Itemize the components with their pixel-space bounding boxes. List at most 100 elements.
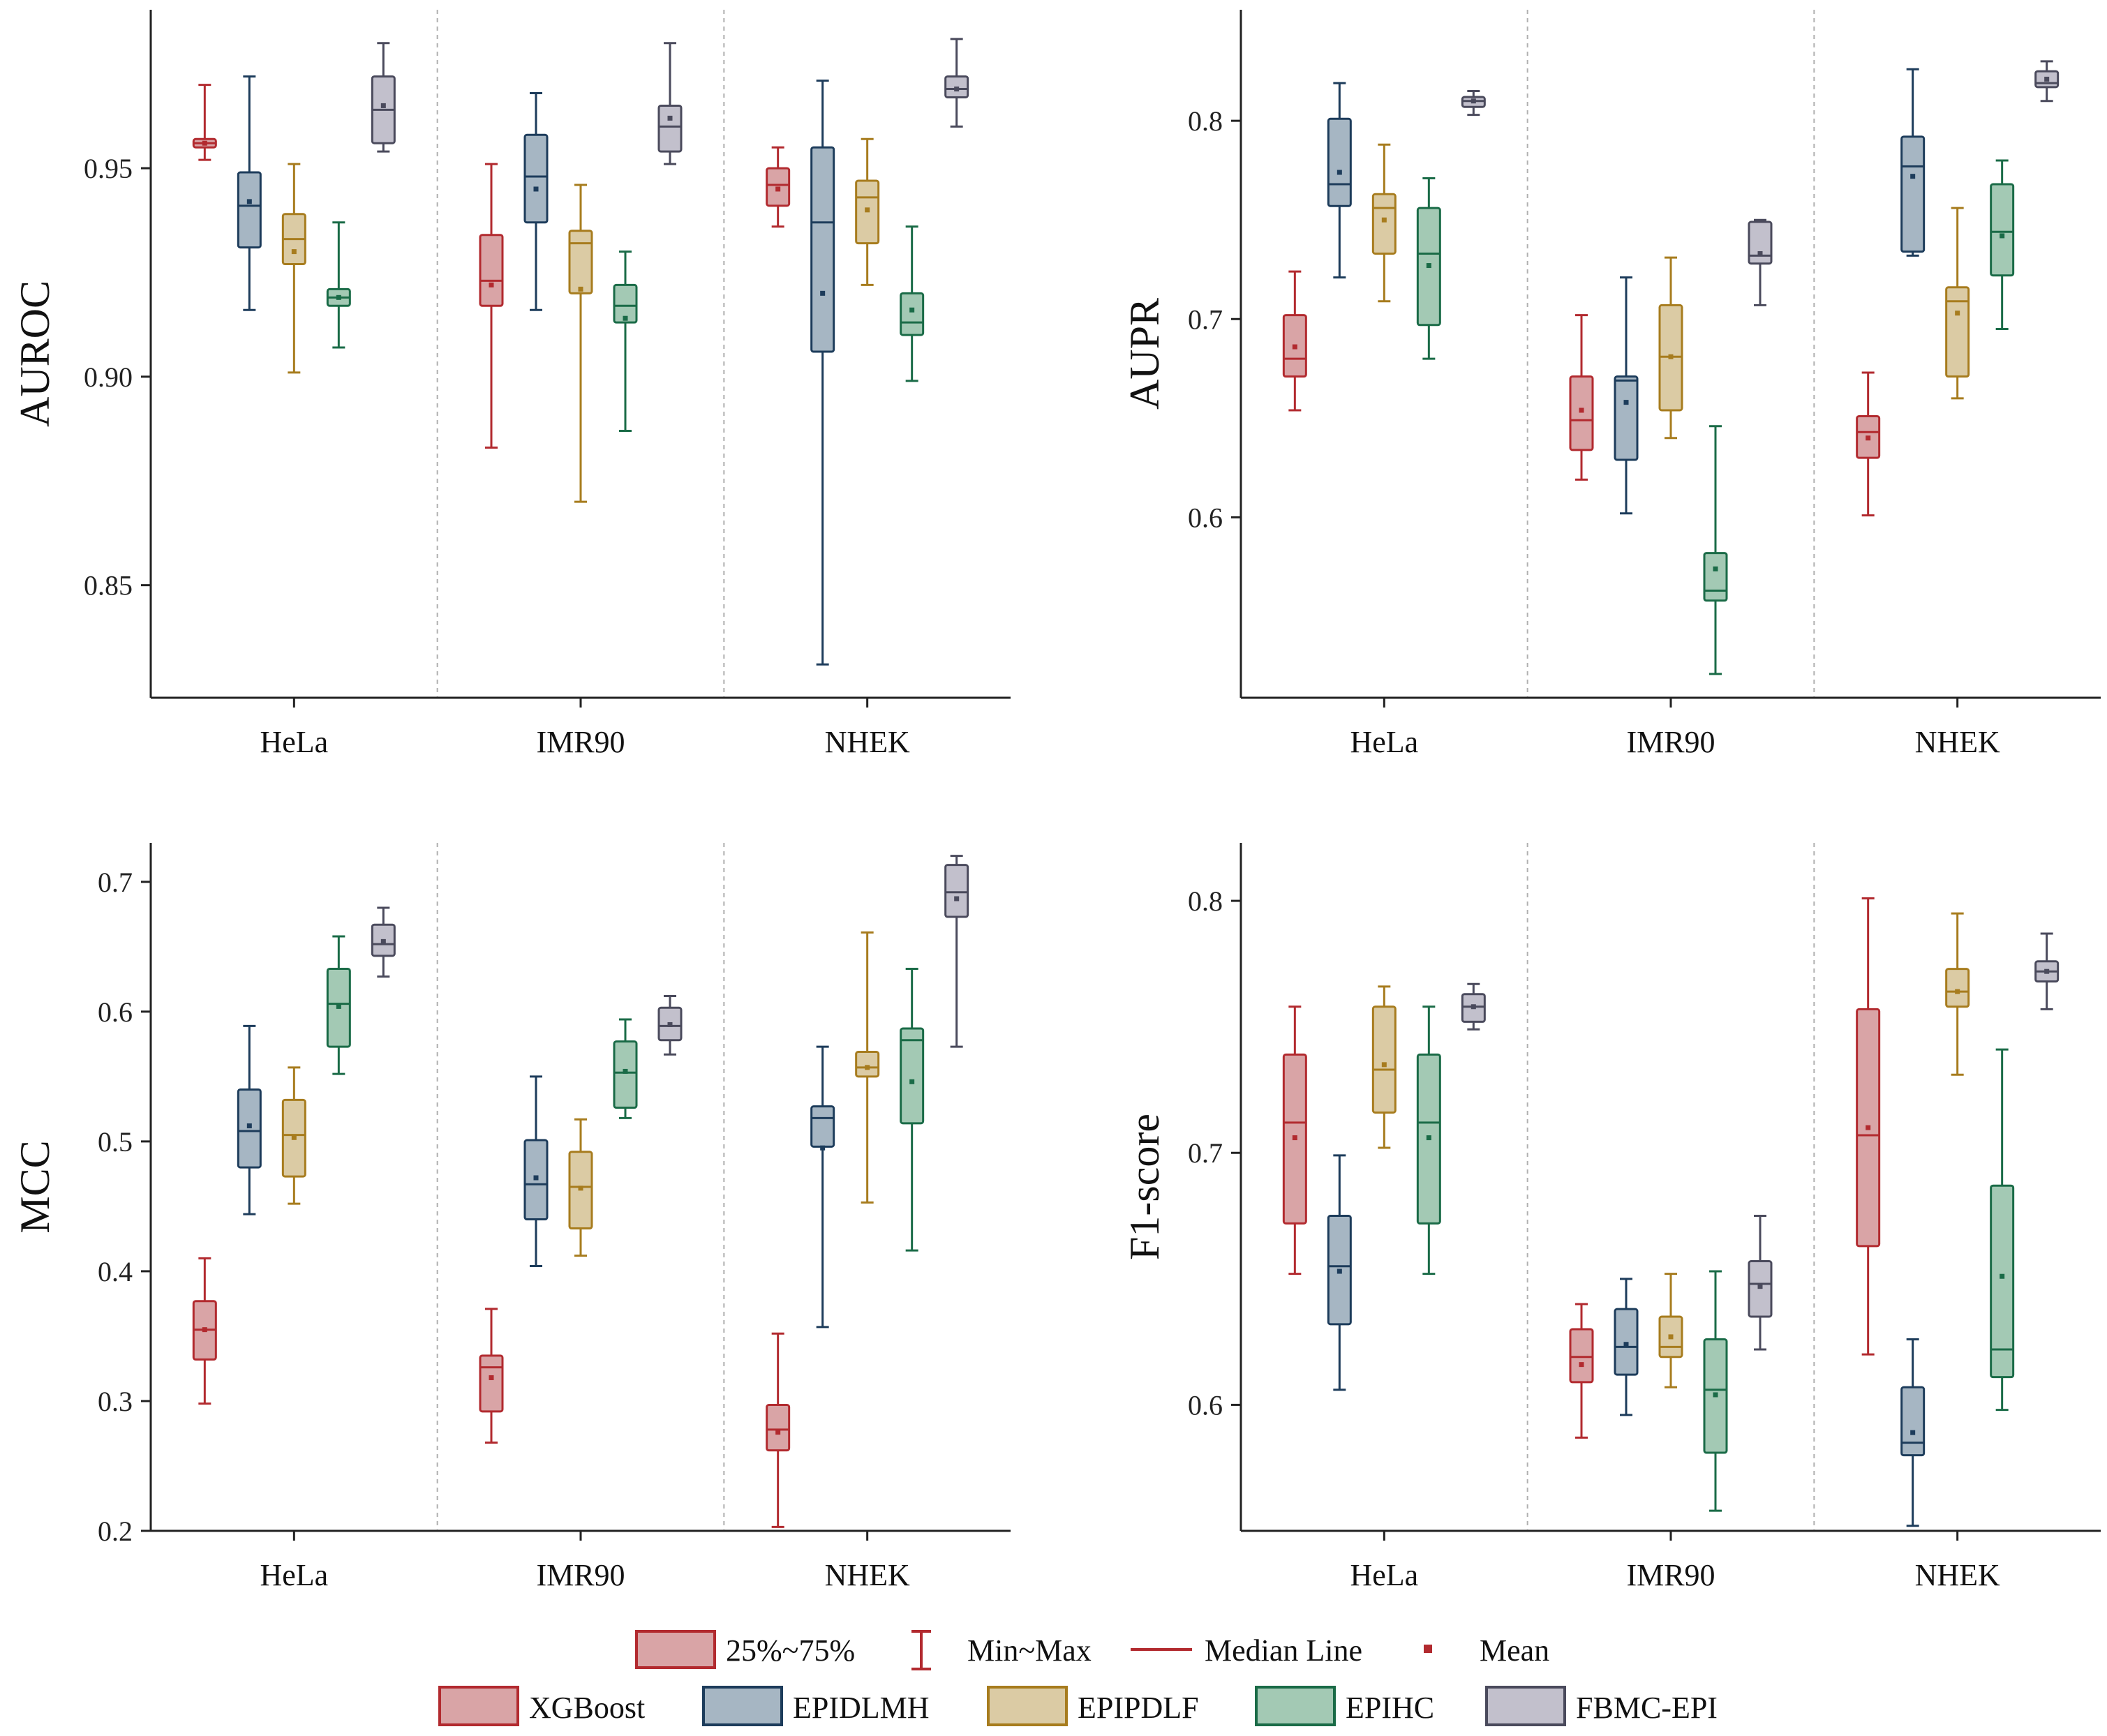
panel-auroc: 0.85 0.90 0.95 HeLa IMR90 NHEK AUROC (12, 10, 1011, 759)
mean-marker (1910, 1430, 1916, 1435)
iqr-box (1614, 1308, 1639, 1376)
mean-marker (2044, 76, 2050, 82)
y-tick-label: 0.6 (1188, 502, 1223, 533)
box-xgboost-imr90 (1569, 314, 1594, 481)
box-fbmc-epi-imr90 (1748, 218, 1773, 306)
x-category-label: NHEK (1915, 725, 2000, 759)
box-xgboost-imr90 (479, 163, 504, 449)
box-epipdlf-imr90 (1658, 256, 1683, 440)
box-fbmc-epi-hela (371, 42, 396, 153)
mean-marker (291, 1135, 297, 1140)
y-axis-title: AUPR (1122, 298, 1168, 410)
legend-mean-label: Mean (1480, 1633, 1549, 1668)
mean-marker (1713, 566, 1718, 571)
box-xgboost-hela (1282, 270, 1307, 412)
mean-marker (1471, 98, 1476, 104)
y-axis-title: MCC (12, 1140, 58, 1233)
iqr-box (944, 864, 969, 918)
box-epidlmh-imr90 (1614, 1278, 1639, 1416)
box-epidlmh-nhek (810, 80, 835, 666)
y-tick-label: 0.7 (1188, 304, 1223, 335)
box-epihc-hela (326, 221, 351, 349)
box-epipdlf-imr90 (568, 184, 593, 503)
mean-marker (1757, 1284, 1763, 1289)
legend-whisker-swatch (911, 1630, 931, 1670)
mean-marker (533, 1175, 539, 1181)
mean-marker (2000, 1273, 2005, 1279)
box-fbmc-epi-imr90 (1748, 1215, 1773, 1351)
box-epihc-imr90 (1703, 425, 1728, 675)
mean-marker (623, 315, 628, 321)
iqr-box (568, 230, 593, 294)
iqr-box (1371, 1005, 1397, 1114)
y-tick-label: 0.8 (1188, 885, 1223, 917)
box-fbmc-epi-nhek (944, 38, 969, 128)
legend-label-fbmc-epi: FBMC-EPI (1576, 1691, 1718, 1725)
box-epihc-nhek (900, 967, 925, 1252)
box-epipdlf-hela (281, 1066, 306, 1205)
box-xgboost-imr90 (479, 1308, 504, 1444)
box-epidlmh-nhek (1900, 68, 1926, 257)
box-epipdlf-imr90 (568, 1118, 593, 1257)
mean-marker (1579, 1362, 1584, 1368)
box-xgboost-nhek (766, 146, 791, 228)
legend-box-label: 25%~75% (726, 1633, 855, 1668)
mean-marker (1955, 310, 1960, 316)
x-category-label: IMR90 (536, 725, 625, 759)
legend-box-swatch (635, 1630, 716, 1669)
box-fbmc-epi-nhek (944, 855, 969, 1048)
box-epihc-imr90 (613, 1018, 638, 1119)
iqr-box (479, 1354, 504, 1413)
mean-marker (336, 1003, 341, 1009)
box-fbmc-epi-imr90 (657, 42, 683, 165)
mean-marker (202, 140, 207, 146)
panel-aupr: 0.6 0.7 0.8 HeLa IMR90 NHEK AUPR (1122, 10, 2101, 759)
y-tick-label: 0.5 (98, 1126, 133, 1158)
box-epidlmh-hela (1327, 82, 1352, 279)
box-epihc-imr90 (1703, 1270, 1728, 1512)
box-epidlmh-nhek (1900, 1338, 1926, 1527)
mean-marker (1579, 407, 1584, 413)
legend-label-epipdlf: EPIPDLF (1078, 1691, 1199, 1725)
x-category-label: NHEK (825, 1558, 910, 1592)
box-fbmc-epi-hela (371, 906, 396, 978)
mean-marker (578, 286, 583, 292)
mean-marker (2000, 233, 2005, 239)
mean-marker (2044, 968, 2050, 974)
x-category-label: HeLa (260, 725, 328, 759)
y-tick-label: 0.95 (84, 153, 133, 184)
y-tick-label: 0.3 (98, 1386, 133, 1417)
mean-marker (291, 249, 297, 255)
box-epipdlf-nhek (855, 931, 880, 1204)
mean-marker (954, 896, 960, 901)
mean-marker (1623, 1342, 1629, 1347)
box-epipdlf-hela (281, 163, 306, 374)
mean-marker (489, 1375, 494, 1380)
mean-marker (1866, 435, 1871, 441)
box-epidlmh-hela (1327, 1154, 1352, 1391)
mean-marker (865, 1065, 870, 1070)
iqr-box (1569, 375, 1594, 451)
legend-label-epidlmh: EPIDLMH (793, 1691, 930, 1725)
mean-marker (820, 290, 826, 296)
mean-marker (775, 186, 781, 192)
legend-label-xgboost: XGBoost (529, 1691, 645, 1725)
box-epihc-hela (1416, 1005, 1441, 1275)
box-xgboost-nhek (1856, 371, 1881, 517)
iqr-box (1990, 183, 2015, 277)
mean-marker (1292, 344, 1297, 350)
mean-marker (489, 282, 494, 287)
legend-whisker-label: Min~Max (967, 1633, 1092, 1668)
legend-models: XGBoost EPIDLMH EPIPDLF EPIHC FBMC-EPI (438, 1686, 1718, 1726)
y-tick-label: 0.90 (84, 361, 133, 393)
iqr-box (1990, 1184, 2015, 1379)
legend-mean-swatch (1424, 1645, 1432, 1653)
legend-swatch-fbmc-epi (1485, 1686, 1566, 1726)
box-epihc-nhek (1990, 159, 2015, 330)
iqr-box (1748, 220, 1773, 265)
box-epidlmh-imr90 (523, 1075, 549, 1267)
x-category-label: IMR90 (1626, 1558, 1715, 1592)
mean-marker (533, 186, 539, 192)
iqr-box (1945, 968, 1970, 1008)
